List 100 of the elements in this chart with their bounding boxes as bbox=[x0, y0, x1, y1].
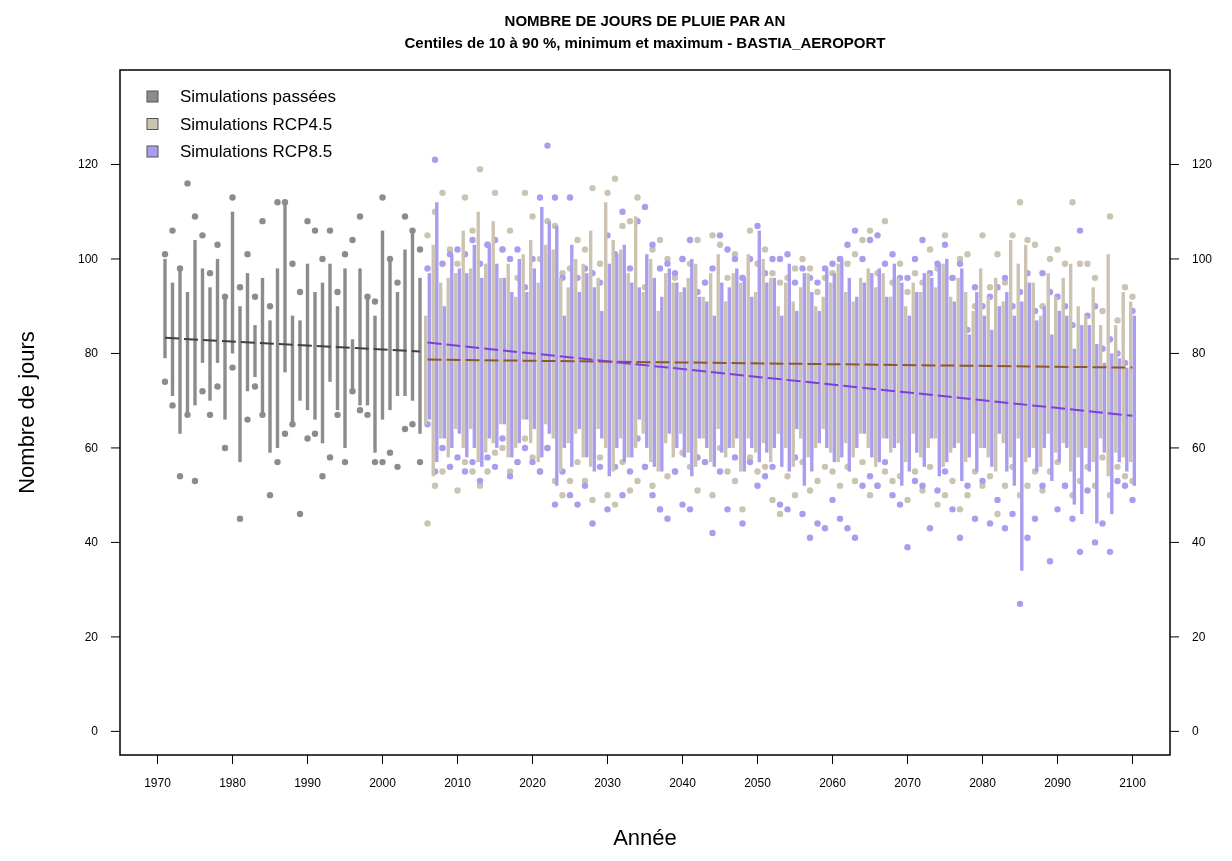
point bbox=[356, 406, 364, 414]
point bbox=[169, 402, 176, 409]
bar bbox=[870, 273, 874, 458]
point bbox=[176, 473, 184, 480]
y2-tick-label: 120 bbox=[1192, 157, 1213, 172]
x-tick-label: 2030 bbox=[594, 776, 622, 790]
point bbox=[364, 411, 371, 419]
bar bbox=[990, 329, 994, 467]
point bbox=[304, 217, 311, 225]
bar bbox=[328, 263, 332, 382]
x-tick-label: 2020 bbox=[519, 776, 547, 790]
point bbox=[229, 194, 236, 201]
y-tick-label: 120 bbox=[77, 157, 99, 172]
point bbox=[206, 269, 214, 277]
x-tick-label: 1990 bbox=[294, 776, 322, 790]
point bbox=[296, 288, 304, 296]
point bbox=[409, 421, 416, 428]
bar bbox=[750, 296, 754, 448]
point bbox=[356, 213, 364, 220]
point bbox=[394, 279, 401, 286]
x-tick-label: 2060 bbox=[819, 776, 847, 790]
x-tick-label: 2050 bbox=[744, 776, 772, 790]
bar bbox=[403, 249, 407, 396]
y-axis-title: Nombre de jours bbox=[14, 331, 39, 494]
point bbox=[274, 458, 281, 466]
bar bbox=[600, 310, 604, 439]
y2-tick-label: 0 bbox=[1192, 724, 1199, 739]
point bbox=[251, 293, 259, 300]
point bbox=[334, 411, 341, 419]
bar bbox=[885, 296, 889, 439]
x-axis-title: Année bbox=[613, 825, 677, 850]
point bbox=[296, 510, 304, 518]
point bbox=[319, 255, 326, 263]
point bbox=[281, 430, 289, 437]
point bbox=[379, 194, 386, 201]
point bbox=[349, 236, 356, 244]
x-tick-label: 2040 bbox=[669, 776, 697, 790]
point bbox=[371, 458, 379, 466]
point bbox=[386, 449, 394, 456]
bar bbox=[238, 306, 242, 463]
point bbox=[311, 430, 319, 437]
legend-label: Simulations RCP4.5 bbox=[180, 114, 333, 134]
point bbox=[266, 303, 274, 310]
x-tick-label: 1980 bbox=[219, 776, 247, 790]
bar bbox=[510, 292, 514, 458]
point bbox=[214, 241, 221, 248]
bar bbox=[795, 310, 799, 430]
y-tick-label: 20 bbox=[84, 629, 99, 644]
bar bbox=[298, 320, 302, 401]
point bbox=[229, 364, 236, 371]
bar bbox=[253, 325, 257, 378]
point bbox=[304, 435, 311, 442]
point bbox=[341, 251, 349, 258]
point bbox=[169, 227, 176, 234]
point bbox=[236, 284, 244, 291]
bar bbox=[268, 320, 272, 453]
x-tick-label: 2070 bbox=[894, 776, 922, 790]
y2-tick-label: 100 bbox=[1192, 251, 1213, 266]
point bbox=[244, 416, 251, 423]
x-tick-label: 2000 bbox=[369, 776, 397, 790]
point bbox=[259, 217, 266, 225]
bar bbox=[630, 282, 634, 458]
y-tick-label: 0 bbox=[91, 724, 99, 739]
point bbox=[401, 213, 409, 220]
point bbox=[206, 411, 214, 419]
legend-label: Simulations passées bbox=[180, 87, 336, 106]
point bbox=[319, 473, 326, 480]
chart-subtitle: Centiles de 10 à 90 %, minimum et maximum - BASTIA_AEROPORT bbox=[404, 34, 886, 51]
bar bbox=[1005, 292, 1009, 472]
x-tick-label: 1970 bbox=[144, 776, 172, 790]
chart-title: NOMBRE DE JOURS DE PLUIE PAR AN bbox=[504, 12, 786, 29]
bar bbox=[373, 315, 377, 453]
bar bbox=[720, 282, 724, 453]
point bbox=[311, 227, 319, 234]
bar bbox=[915, 292, 919, 453]
x-tick-label: 2010 bbox=[444, 776, 472, 790]
bar bbox=[765, 282, 769, 453]
point bbox=[371, 298, 379, 305]
point bbox=[191, 477, 199, 485]
y2-tick-label: 60 bbox=[1192, 440, 1206, 455]
point bbox=[341, 458, 349, 466]
x-tick-label: 2090 bbox=[1044, 776, 1072, 790]
x-tick-label: 2080 bbox=[969, 776, 997, 790]
point bbox=[191, 213, 199, 220]
legend-label: Simulations RCP8.5 bbox=[180, 142, 333, 161]
y-tick-label: 80 bbox=[84, 346, 99, 361]
y2-tick-label: 40 bbox=[1192, 535, 1206, 550]
y-tick-label: 60 bbox=[84, 440, 99, 455]
bar bbox=[343, 268, 347, 448]
point bbox=[401, 425, 409, 433]
bar bbox=[660, 296, 664, 472]
y-tick-label: 100 bbox=[77, 251, 99, 266]
point bbox=[266, 491, 274, 499]
point bbox=[214, 383, 221, 390]
point bbox=[251, 383, 259, 390]
point bbox=[274, 199, 281, 206]
point bbox=[161, 378, 169, 385]
point bbox=[244, 251, 251, 258]
point bbox=[326, 227, 334, 234]
bar bbox=[810, 292, 814, 472]
